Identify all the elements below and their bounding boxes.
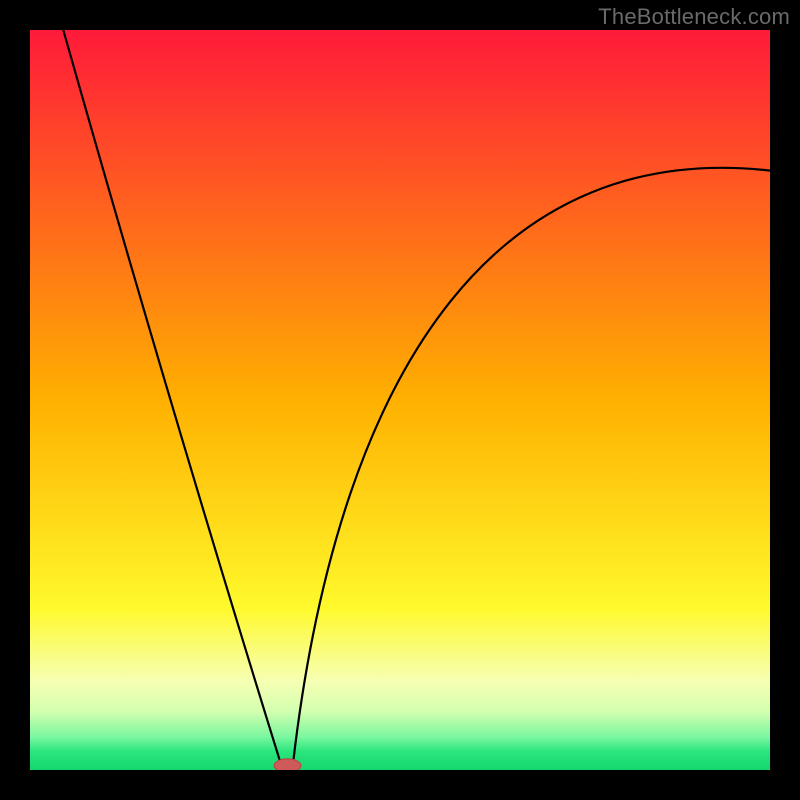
plot-background: [30, 30, 770, 770]
bottleneck-chart: [0, 0, 800, 800]
watermark-text: TheBottleneck.com: [598, 4, 790, 30]
chart-stage: TheBottleneck.com: [0, 0, 800, 800]
